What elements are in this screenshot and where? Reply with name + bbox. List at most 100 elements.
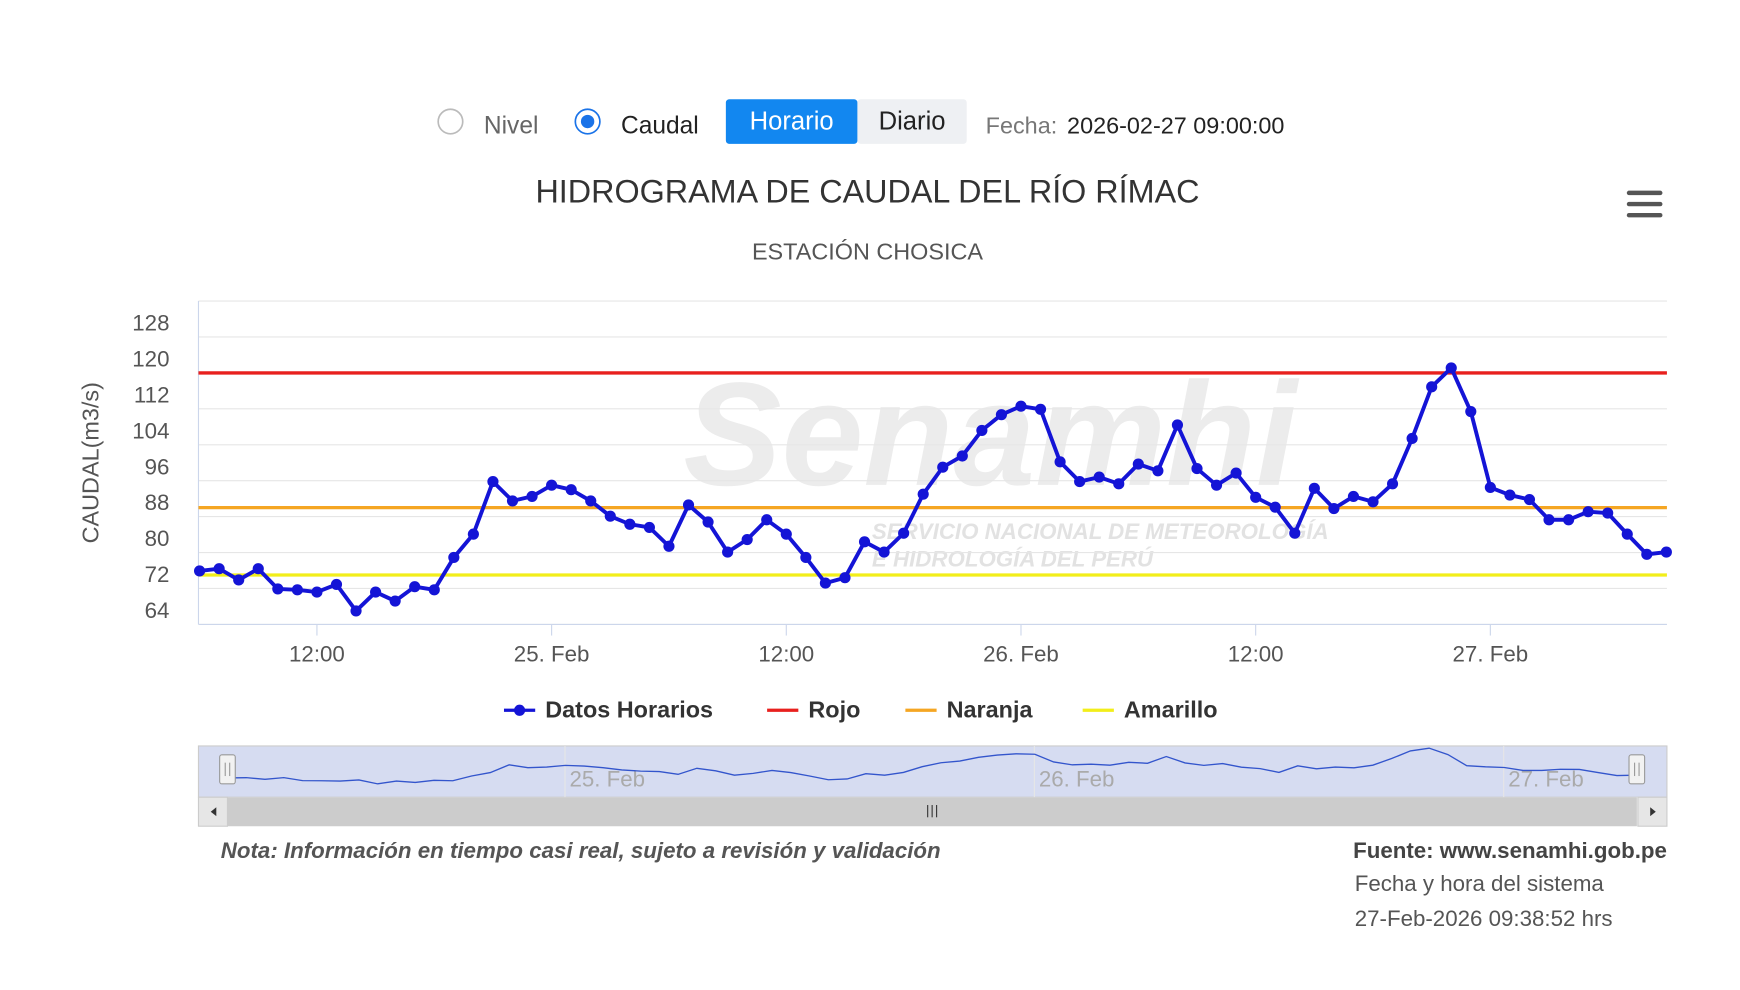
- legend-item[interactable]: Rojo: [767, 697, 860, 723]
- legend-label[interactable]: Naranja: [947, 697, 1034, 723]
- data-point[interactable]: [1602, 507, 1614, 519]
- data-point[interactable]: [194, 565, 206, 577]
- data-point[interactable]: [565, 484, 577, 496]
- data-point[interactable]: [976, 424, 988, 436]
- data-point[interactable]: [1660, 546, 1672, 558]
- data-point[interactable]: [1132, 458, 1144, 470]
- data-point[interactable]: [546, 479, 558, 491]
- data-point[interactable]: [1230, 467, 1242, 479]
- data-point[interactable]: [624, 518, 636, 530]
- radio-option[interactable]: Caudal: [574, 108, 699, 140]
- navigator-handle[interactable]: [219, 754, 236, 785]
- data-point[interactable]: [643, 521, 655, 533]
- data-point[interactable]: [1210, 479, 1223, 491]
- data-point[interactable]: [1289, 527, 1301, 539]
- data-point[interactable]: [272, 583, 284, 595]
- data-point[interactable]: [1093, 471, 1105, 483]
- data-point[interactable]: [487, 476, 499, 488]
- data-point[interactable]: [233, 574, 245, 586]
- data-point[interactable]: [917, 488, 929, 500]
- data-point[interactable]: [1054, 456, 1066, 468]
- data-point[interactable]: [1445, 362, 1457, 374]
- data-point[interactable]: [252, 563, 264, 575]
- data-point[interactable]: [1582, 506, 1594, 518]
- data-point[interactable]: [1484, 481, 1496, 494]
- data-point[interactable]: [898, 527, 910, 539]
- data-point[interactable]: [506, 495, 519, 507]
- radio[interactable]: [437, 108, 464, 135]
- data-point[interactable]: [1563, 514, 1575, 526]
- data-point[interactable]: [1367, 496, 1379, 508]
- data-point[interactable]: [1347, 490, 1360, 502]
- data-point[interactable]: [780, 528, 792, 540]
- data-point[interactable]: [448, 551, 460, 564]
- button-bg[interactable]: [857, 99, 967, 144]
- handle-body[interactable]: [219, 754, 236, 785]
- data-point[interactable]: [1191, 462, 1203, 475]
- data-point[interactable]: [995, 409, 1008, 421]
- data-point[interactable]: [1269, 501, 1281, 513]
- data-point[interactable]: [1386, 478, 1399, 490]
- data-point[interactable]: [604, 510, 616, 522]
- radio-label[interactable]: Nivel: [484, 113, 539, 140]
- data-point[interactable]: [330, 578, 343, 591]
- data-point[interactable]: [311, 586, 323, 598]
- data-point[interactable]: [1152, 465, 1164, 477]
- button-label[interactable]: Diario: [879, 107, 946, 135]
- legend-dot[interactable]: [514, 704, 526, 716]
- radio-option[interactable]: Nivel: [437, 108, 539, 140]
- data-point[interactable]: [1328, 502, 1340, 515]
- handle-body[interactable]: [1628, 754, 1646, 785]
- data-point[interactable]: [722, 546, 734, 558]
- menu-button[interactable]: [1625, 189, 1664, 221]
- data-point[interactable]: [1074, 476, 1086, 488]
- data-point[interactable]: [1171, 419, 1184, 431]
- legend-item[interactable]: Amarillo: [1082, 697, 1218, 723]
- toggle-button[interactable]: Diario: [857, 99, 967, 144]
- data-point[interactable]: [1426, 381, 1438, 393]
- data-point[interactable]: [858, 536, 871, 548]
- button-bg[interactable]: [725, 99, 858, 144]
- data-point[interactable]: [1641, 548, 1653, 560]
- radio-label[interactable]: Caudal: [621, 113, 699, 140]
- data-point[interactable]: [800, 551, 812, 564]
- data-point[interactable]: [1015, 400, 1027, 412]
- data-point[interactable]: [1543, 514, 1555, 526]
- data-point[interactable]: [819, 577, 831, 589]
- toggle-button[interactable]: Horario: [725, 99, 858, 144]
- data-point[interactable]: [213, 563, 225, 575]
- data-point[interactable]: [761, 514, 773, 526]
- data-point[interactable]: [1523, 493, 1536, 506]
- data-point[interactable]: [1465, 405, 1477, 418]
- data-point[interactable]: [741, 533, 753, 546]
- data-point[interactable]: [663, 540, 675, 552]
- legend-item[interactable]: Datos Horarios: [503, 697, 713, 723]
- legend-label[interactable]: Rojo: [808, 697, 860, 723]
- legend-label[interactable]: Datos Horarios: [545, 697, 713, 723]
- data-point[interactable]: [370, 586, 382, 598]
- data-point[interactable]: [1250, 491, 1262, 503]
- data-point[interactable]: [1504, 489, 1516, 501]
- data-point[interactable]: [937, 461, 949, 473]
- data-point[interactable]: [682, 499, 695, 511]
- data-point[interactable]: [428, 584, 440, 596]
- data-point[interactable]: [878, 546, 890, 558]
- data-point[interactable]: [389, 595, 401, 607]
- data-point[interactable]: [467, 528, 479, 540]
- legend-label[interactable]: Amarillo: [1124, 697, 1218, 723]
- button-label[interactable]: Horario: [750, 107, 834, 135]
- data-point[interactable]: [839, 572, 851, 584]
- data-point[interactable]: [702, 516, 714, 528]
- data-point[interactable]: [956, 450, 968, 462]
- data-point[interactable]: [1406, 432, 1418, 445]
- data-point[interactable]: [526, 490, 538, 502]
- data-point[interactable]: [585, 495, 597, 507]
- data-point[interactable]: [1621, 528, 1633, 540]
- data-point[interactable]: [409, 581, 421, 593]
- radio-dot[interactable]: [580, 114, 595, 129]
- data-point[interactable]: [1034, 403, 1047, 415]
- data-point[interactable]: [350, 605, 362, 617]
- navigator-handle[interactable]: [1628, 754, 1646, 785]
- data-point[interactable]: [1113, 478, 1125, 490]
- data-point[interactable]: [1308, 482, 1320, 494]
